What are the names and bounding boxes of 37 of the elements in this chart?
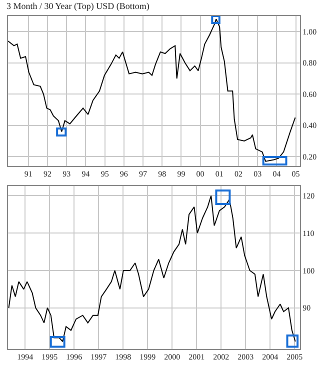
x-tick-label: 91 xyxy=(24,170,32,179)
x-tick-label: 1998 xyxy=(115,352,132,362)
x-tick-label: 98 xyxy=(158,170,166,179)
x-tick-label: 03 xyxy=(254,170,262,179)
y-tick-label: 0.80 xyxy=(302,58,317,68)
y-tick-label: 90 xyxy=(302,304,311,313)
x-tick-label: 94 xyxy=(82,170,90,179)
x-tick-label: 2004 xyxy=(262,352,278,362)
x-tick-label: 2001 xyxy=(188,352,205,362)
y-tick-label: 0.40 xyxy=(302,121,317,130)
x-tick-label: 2003 xyxy=(238,352,254,362)
x-tick-label: 93 xyxy=(62,170,71,179)
chart-title: 3 Month / 30 Year (Top) USD (Bottom) xyxy=(6,1,150,12)
x-tick-label: 1999 xyxy=(140,352,156,362)
x-tick-label: 1994 xyxy=(17,352,34,362)
x-tick-label: 04 xyxy=(272,170,281,179)
x-tick-label: 96 xyxy=(120,170,128,179)
x-tick-label: 1995 xyxy=(42,352,58,362)
y-tick-label: 0.60 xyxy=(302,90,317,99)
x-tick-label: 00 xyxy=(196,170,204,179)
y-tick-label: 120 xyxy=(302,192,315,201)
y-tick-label: 0.20 xyxy=(302,152,317,162)
x-tick-label: 2002 xyxy=(213,352,230,362)
x-tick-label: 05 xyxy=(292,170,300,179)
x-tick-label: 02 xyxy=(234,170,243,179)
x-tick-label: 95 xyxy=(100,170,109,179)
y-tick-label: 100 xyxy=(302,266,315,276)
x-tick-label: 2005 xyxy=(286,352,303,362)
y-tick-label: 110 xyxy=(302,228,314,238)
y-tick-label: 1.00 xyxy=(302,27,317,36)
x-tick-label: 1996 xyxy=(66,352,82,362)
x-tick-label: 1997 xyxy=(90,352,107,362)
x-tick-label: 92 xyxy=(44,170,52,179)
x-tick-label: 97 xyxy=(139,170,148,179)
x-tick-label: 2000 xyxy=(164,352,180,362)
x-tick-label: 01 xyxy=(215,170,224,179)
x-tick-label: 99 xyxy=(177,170,186,179)
